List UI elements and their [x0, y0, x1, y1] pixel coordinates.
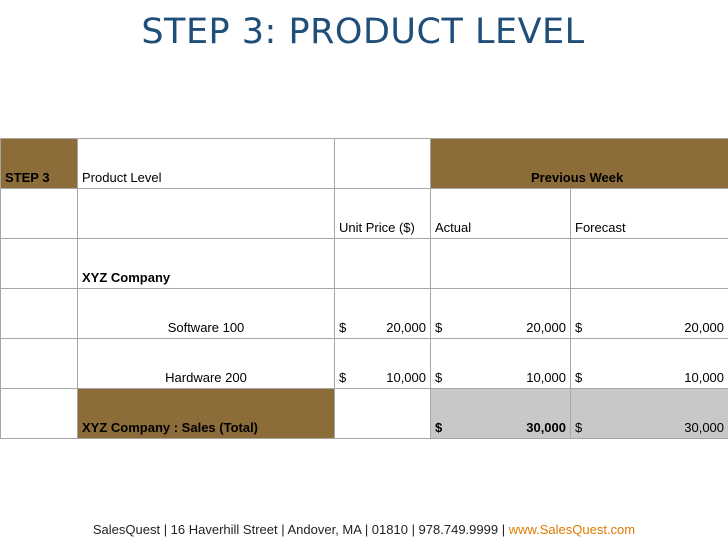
- product-level-table: STEP 3 Product Level Previous Week Unit …: [0, 138, 728, 439]
- currency-symbol: $: [435, 370, 443, 385]
- product-level-header-cell: Product Level: [77, 138, 335, 189]
- actual-header: Actual: [435, 220, 472, 235]
- currency-symbol: $: [575, 420, 583, 435]
- company-name: XYZ Company: [82, 270, 171, 285]
- currency-symbol: $: [435, 420, 443, 435]
- product-level-header: Product Level: [82, 170, 162, 185]
- blank-cell: [0, 288, 78, 339]
- actual-value: 20,000: [526, 320, 566, 335]
- blank-cell: [0, 238, 78, 289]
- unit-price-cell: $20,000: [334, 288, 431, 339]
- total-forecast-cell: $30,000: [569, 388, 728, 439]
- total-actual-cell: $30,000: [430, 388, 571, 439]
- blank-cell: [334, 388, 431, 439]
- header-row: STEP 3 Product Level Previous Week: [0, 138, 728, 189]
- blank-cell: [77, 188, 335, 239]
- unit-price-header: Unit Price ($): [339, 220, 415, 235]
- subheader-row: Unit Price ($) Actual Forecast: [0, 188, 728, 239]
- forecast-header-cell: Forecast: [569, 188, 728, 239]
- product-name-cell: Software 100: [77, 288, 335, 339]
- blank-cell: [0, 188, 78, 239]
- previous-week-header-cell: Previous Week: [429, 138, 728, 189]
- previous-week-header: Previous Week: [531, 170, 624, 185]
- company-row: XYZ Company: [0, 238, 728, 289]
- currency-symbol: $: [435, 320, 443, 335]
- actual-header-cell: Actual: [430, 188, 571, 239]
- table-row: Software 100 $20,000 $20,000 $20,000: [0, 288, 728, 339]
- blank-cell: [569, 238, 728, 289]
- blank-cell: [430, 238, 571, 289]
- product-name: Software 100: [167, 320, 245, 335]
- blank-cell: [0, 338, 78, 389]
- step-label-cell: STEP 3: [0, 138, 78, 189]
- total-label-cell: XYZ Company : Sales (Total): [77, 388, 335, 439]
- forecast-cell: $20,000: [569, 288, 728, 339]
- total-label: XYZ Company : Sales (Total): [82, 420, 259, 435]
- currency-symbol: $: [575, 320, 583, 335]
- actual-cell: $10,000: [430, 338, 571, 389]
- company-name-cell: XYZ Company: [77, 238, 335, 289]
- page-title: STEP 3: PRODUCT LEVEL: [141, 12, 585, 52]
- unit-price-header-cell: Unit Price ($): [334, 188, 431, 239]
- table-row: Hardware 200 $10,000 $10,000 $10,000: [0, 338, 728, 389]
- currency-symbol: $: [575, 370, 583, 385]
- forecast-value: 20,000: [684, 320, 725, 335]
- website-link[interactable]: www.SalesQuest.com: [508, 522, 636, 537]
- actual-cell: $20,000: [430, 288, 571, 339]
- actual-value: 10,000: [526, 370, 566, 385]
- total-actual-value: 30,000: [526, 420, 566, 435]
- unit-price-cell: $10,000: [334, 338, 431, 389]
- footer-contact-text: SalesQuest | 16 Haverhill Street | Andov…: [92, 522, 509, 537]
- blank-cell: [334, 238, 431, 289]
- blank-cell: [0, 388, 78, 439]
- total-row: XYZ Company : Sales (Total) $30,000 $30,…: [0, 388, 728, 439]
- currency-symbol: $: [339, 320, 347, 335]
- unit-price-value: 20,000: [386, 320, 426, 335]
- forecast-value: 10,000: [684, 370, 725, 385]
- currency-symbol: $: [339, 370, 347, 385]
- forecast-header: Forecast: [575, 220, 626, 235]
- unit-price-value: 10,000: [386, 370, 426, 385]
- product-name-cell: Hardware 200: [77, 338, 335, 389]
- product-name: Hardware 200: [165, 370, 247, 385]
- footer: SalesQuest | 16 Haverhill Street | Andov…: [0, 522, 728, 537]
- step-label: STEP 3: [5, 170, 50, 185]
- blank-header-cell: [334, 138, 431, 189]
- forecast-cell: $10,000: [569, 338, 728, 389]
- total-forecast-value: 30,000: [684, 420, 725, 435]
